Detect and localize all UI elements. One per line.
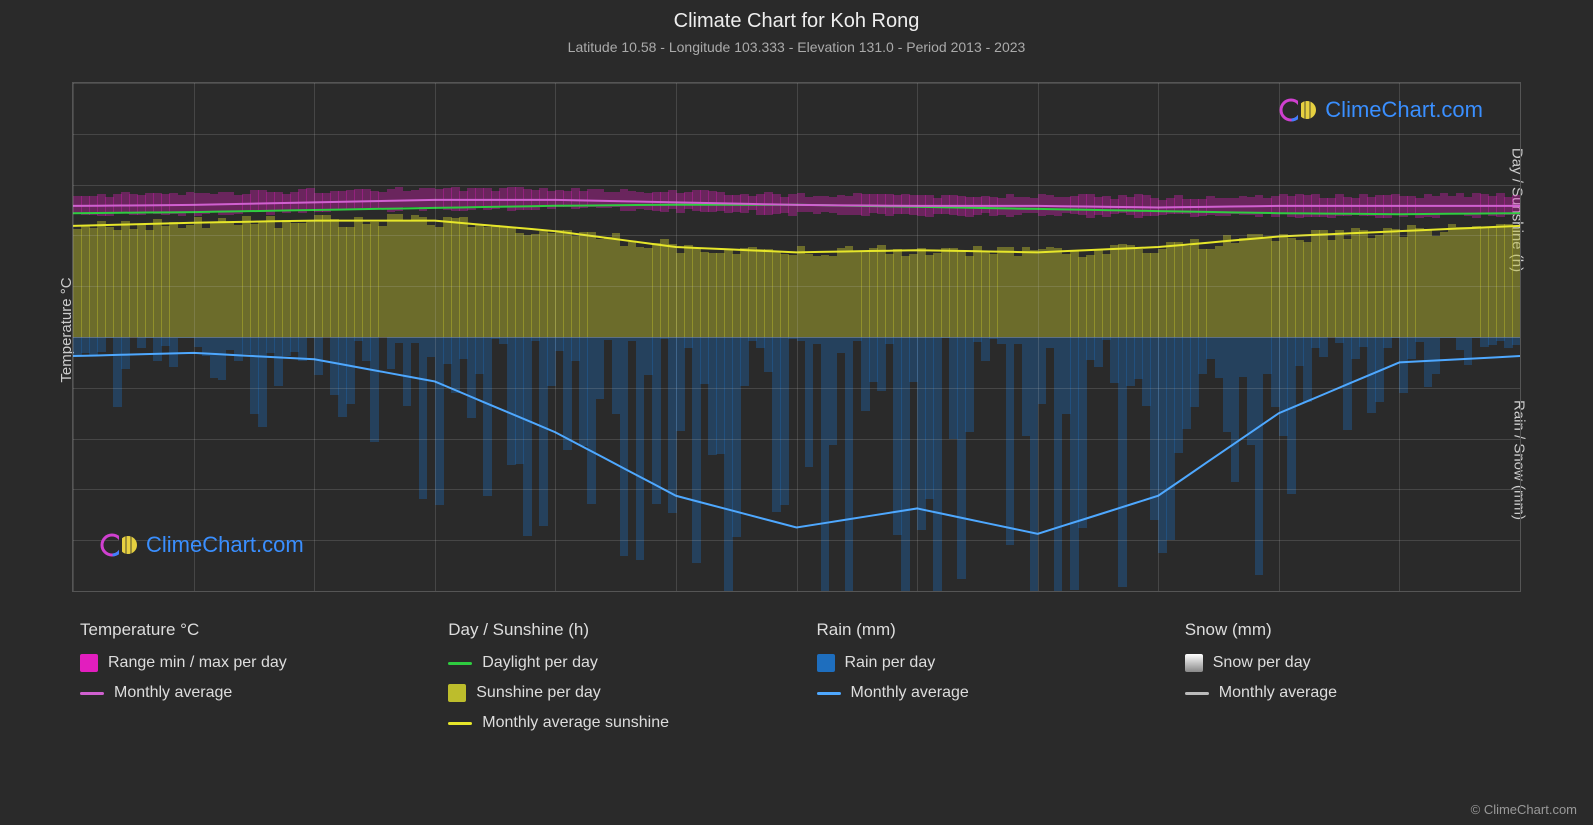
legend-row-temp-avg: Monthly average (80, 684, 408, 702)
swatch-snow-avg (1185, 692, 1209, 695)
legend-row-snow-avg: Monthly average (1185, 684, 1513, 702)
watermark-bottom-left: ClimeChart.com (100, 530, 304, 560)
legend-col-temperature: Temperature °C Range min / max per day M… (80, 620, 408, 744)
logo-icon (100, 530, 140, 560)
legend-title-daysun: Day / Sunshine (h) (448, 620, 776, 640)
plot-area-container: -50-40-30-20-100102030405006121824102030… (72, 82, 1521, 592)
swatch-daylight (448, 662, 472, 665)
legend-label: Daylight per day (482, 654, 598, 672)
legend-row-sunshine: Sunshine per day (448, 684, 776, 702)
legend-col-daysunshine: Day / Sunshine (h) Daylight per day Suns… (448, 620, 776, 744)
y-right-top-tick: 0 (1520, 330, 1521, 345)
month-tick: Mar (363, 591, 385, 592)
copyright-text: © ClimeChart.com (1471, 802, 1577, 817)
legend-label: Range min / max per day (108, 654, 287, 672)
watermark-top-right: ClimeChart.com (1279, 95, 1483, 125)
watermark-text: ClimeChart.com (1325, 97, 1483, 123)
y-right-top-tick: 24 (1520, 82, 1521, 91)
month-tick: Aug (966, 591, 989, 592)
month-tick: Jan (123, 591, 144, 592)
y-right-top-tick: 6 (1520, 266, 1521, 281)
chart-subtitle: Latitude 10.58 - Longitude 103.333 - Ele… (0, 33, 1593, 55)
legend-label: Monthly average (1219, 684, 1337, 702)
legend-row-daylight: Daylight per day (448, 654, 776, 672)
legend-col-rain: Rain (mm) Rain per day Monthly average (817, 620, 1145, 744)
y-right-bot-tick: 30 (1520, 520, 1521, 535)
logo-icon (1279, 95, 1319, 125)
legend-title-temp: Temperature °C (80, 620, 408, 640)
chart-title: Climate Chart for Koh Rong (0, 0, 1593, 33)
month-tick: Apr (485, 591, 505, 592)
legend-col-snow: Snow (mm) Snow per day Monthly average (1185, 620, 1513, 744)
swatch-temp-range (80, 654, 98, 672)
legend-title-rain: Rain (mm) (817, 620, 1145, 640)
legend-row-rain-daily: Rain per day (817, 654, 1145, 672)
swatch-rain-avg (817, 692, 841, 695)
month-tick: Nov (1328, 591, 1351, 592)
legend-label: Rain per day (845, 654, 936, 672)
swatch-sunshine (448, 684, 466, 702)
legend: Temperature °C Range min / max per day M… (80, 620, 1513, 744)
y-right-bot-tick: 40 (1520, 584, 1521, 593)
y-right-top-tick: 12 (1520, 203, 1521, 218)
y-right-top-tick: 18 (1520, 139, 1521, 154)
legend-row-temp-range: Range min / max per day (80, 654, 408, 672)
legend-label: Monthly average (851, 684, 969, 702)
legend-label: Monthly average sunshine (482, 714, 669, 732)
month-tick: Jun (726, 591, 747, 592)
month-tick: Sep (1086, 591, 1109, 592)
legend-label: Sunshine per day (476, 684, 601, 702)
legend-row-sunshine-avg: Monthly average sunshine (448, 714, 776, 732)
month-tick: Feb (243, 591, 265, 592)
month-tick: Dec (1448, 591, 1471, 592)
legend-row-rain-avg: Monthly average (817, 684, 1145, 702)
legend-title-snow: Snow (mm) (1185, 620, 1513, 640)
legend-label: Snow per day (1213, 654, 1311, 672)
swatch-temp-avg (80, 692, 104, 695)
legend-label: Monthly average (114, 684, 232, 702)
legend-row-snow-daily: Snow per day (1185, 654, 1513, 672)
swatch-rain (817, 654, 835, 672)
swatch-sunshine-avg (448, 722, 472, 725)
climate-chart: Climate Chart for Koh Rong Latitude 10.5… (0, 0, 1593, 825)
watermark-text: ClimeChart.com (146, 532, 304, 558)
month-tick: Jul (848, 591, 865, 592)
swatch-snow (1185, 654, 1203, 672)
y-right-bot-tick: 10 (1520, 393, 1521, 408)
month-tick: Oct (1208, 591, 1228, 592)
y-right-bot-tick: 20 (1520, 457, 1521, 472)
plot-area: -50-40-30-20-100102030405006121824102030… (72, 82, 1521, 592)
month-tick: May (603, 591, 628, 592)
